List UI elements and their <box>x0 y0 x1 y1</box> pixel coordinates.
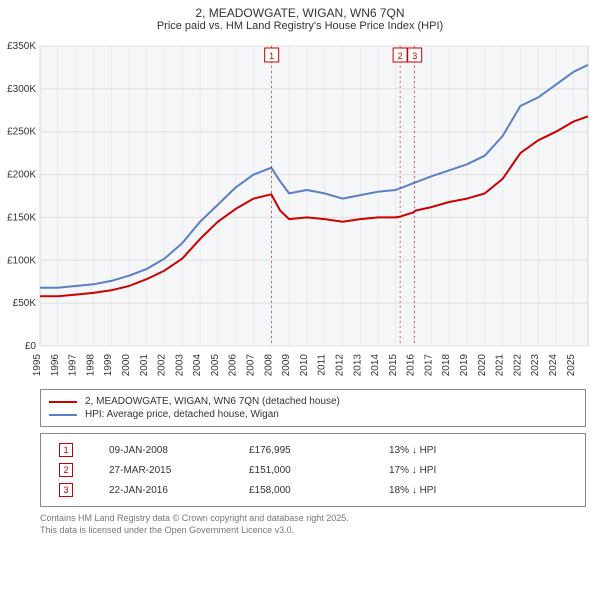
sale-date: 27-MAR-2015 <box>99 460 239 480</box>
svg-text:1998: 1998 <box>85 354 96 377</box>
svg-text:£200K: £200K <box>7 170 36 181</box>
svg-text:£300K: £300K <box>7 84 36 95</box>
svg-text:£250K: £250K <box>7 127 36 138</box>
svg-text:2016: 2016 <box>406 354 417 377</box>
svg-text:2006: 2006 <box>228 354 239 377</box>
legend-row: HPI: Average price, detached house, Wiga… <box>49 409 577 420</box>
svg-text:£350K: £350K <box>7 41 36 52</box>
svg-text:1999: 1999 <box>103 354 114 377</box>
title-block: 2, MEADOWGATE, WIGAN, WN6 7QN Price paid… <box>0 0 600 36</box>
footer-line2: This data is licensed under the Open Gov… <box>40 525 586 537</box>
sale-delta: 13% ↓ HPI <box>379 440 577 460</box>
svg-text:£100K: £100K <box>7 255 36 266</box>
svg-text:2025: 2025 <box>566 354 577 377</box>
legend-swatch <box>49 414 77 416</box>
svg-text:2011: 2011 <box>317 354 328 376</box>
svg-text:2010: 2010 <box>299 354 310 377</box>
svg-text:2003: 2003 <box>174 354 185 377</box>
svg-text:2014: 2014 <box>370 354 381 377</box>
svg-text:2001: 2001 <box>139 354 150 377</box>
sale-marker-cell: 3 <box>49 480 99 500</box>
sale-price: £176,995 <box>239 440 379 460</box>
legend-row: 2, MEADOWGATE, WIGAN, WN6 7QN (detached … <box>49 396 577 407</box>
svg-text:1996: 1996 <box>50 354 61 377</box>
footer-attribution: Contains HM Land Registry data © Crown c… <box>40 513 586 536</box>
svg-text:2005: 2005 <box>210 354 221 377</box>
sale-price: £151,000 <box>239 460 379 480</box>
svg-text:2020: 2020 <box>477 354 488 377</box>
chart-title-subtitle: Price paid vs. HM Land Registry's House … <box>0 20 600 32</box>
sale-date: 22-JAN-2016 <box>99 480 239 500</box>
legend-swatch <box>49 401 77 403</box>
svg-text:2000: 2000 <box>121 354 132 377</box>
sale-marker-cell: 2 <box>49 460 99 480</box>
svg-text:2012: 2012 <box>334 354 345 377</box>
svg-text:2008: 2008 <box>263 354 274 377</box>
svg-text:2004: 2004 <box>192 354 203 377</box>
svg-text:2019: 2019 <box>459 354 470 377</box>
footer-line1: Contains HM Land Registry data © Crown c… <box>40 513 586 525</box>
svg-text:2023: 2023 <box>530 354 541 377</box>
svg-text:£50K: £50K <box>13 298 37 309</box>
svg-text:£150K: £150K <box>7 212 36 223</box>
svg-text:2013: 2013 <box>352 354 363 377</box>
svg-text:£0: £0 <box>25 341 37 352</box>
marker-badge: 2 <box>59 463 73 477</box>
svg-text:1: 1 <box>269 51 274 61</box>
marker-badge: 1 <box>59 443 73 457</box>
legend-box: 2, MEADOWGATE, WIGAN, WN6 7QN (detached … <box>40 389 586 427</box>
svg-text:2022: 2022 <box>512 354 523 377</box>
table-row: 3 22-JAN-2016£158,00018% ↓ HPI <box>49 480 577 500</box>
sale-delta: 17% ↓ HPI <box>379 460 577 480</box>
marker-badge: 3 <box>59 483 73 497</box>
sale-marker-cell: 1 <box>49 440 99 460</box>
svg-text:2015: 2015 <box>388 354 399 377</box>
sales-table: 1 09-JAN-2008£176,99513% ↓ HPI 2 27-MAR-201… <box>40 433 586 507</box>
svg-text:3: 3 <box>412 51 417 61</box>
chart-area: £0 £50K £100K £150K £200K £250K £300K £350K 1995… <box>0 40 600 383</box>
sale-price: £158,000 <box>239 480 379 500</box>
legend-label: HPI: Average price, detached house, Wiga… <box>85 409 279 420</box>
svg-text:2017: 2017 <box>423 354 434 377</box>
svg-text:2007: 2007 <box>246 354 257 377</box>
svg-text:2018: 2018 <box>441 354 452 377</box>
table-row: 1 09-JAN-2008£176,99513% ↓ HPI <box>49 440 577 460</box>
chart-title-address: 2, MEADOWGATE, WIGAN, WN6 7QN <box>0 6 600 20</box>
table-row: 2 27-MAR-2015£151,00017% ↓ HPI <box>49 460 577 480</box>
svg-text:2009: 2009 <box>281 354 292 377</box>
svg-text:2002: 2002 <box>157 354 168 377</box>
line-chart: £0 £50K £100K £150K £200K £250K £300K £350K 1995… <box>0 40 600 380</box>
legend-label: 2, MEADOWGATE, WIGAN, WN6 7QN (detached … <box>85 396 340 407</box>
svg-text:1995: 1995 <box>32 354 43 377</box>
svg-text:2024: 2024 <box>548 354 559 377</box>
svg-text:2021: 2021 <box>495 354 506 377</box>
svg-text:1997: 1997 <box>68 354 79 377</box>
sale-delta: 18% ↓ HPI <box>379 480 577 500</box>
sale-date: 09-JAN-2008 <box>99 440 239 460</box>
svg-text:2: 2 <box>398 51 403 61</box>
